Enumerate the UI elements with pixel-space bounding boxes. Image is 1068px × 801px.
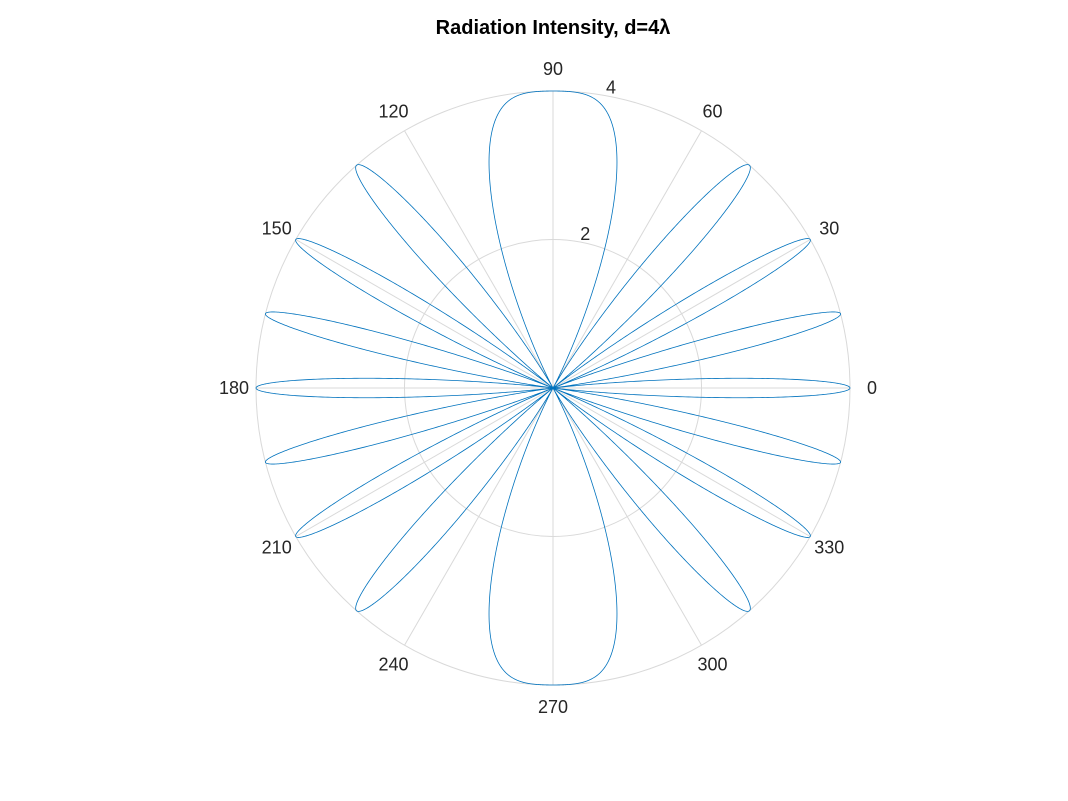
angle-tick-label-120: 120 xyxy=(378,102,408,122)
radial-tick-label-2: 2 xyxy=(580,224,590,244)
angle-tick-label-240: 240 xyxy=(378,654,408,674)
grid-spoke-30 xyxy=(552,239,811,389)
angle-tick-label-90: 90 xyxy=(543,59,563,79)
angle-tick-labels: 0 30 60 90 120 150 180 210 240 270 300 330 xyxy=(219,59,877,717)
angle-tick-label-180: 180 xyxy=(219,378,249,398)
angle-tick-label-300: 300 xyxy=(697,654,727,674)
grid-spoke-210 xyxy=(295,387,554,537)
grid-spoke-120 xyxy=(404,130,554,389)
radial-tick-label-4: 4 xyxy=(606,78,616,98)
grid-spoke-300 xyxy=(552,387,702,646)
angle-tick-label-30: 30 xyxy=(819,219,839,239)
polar-grid-spokes xyxy=(256,91,850,685)
angle-tick-label-270: 270 xyxy=(538,697,568,717)
angle-tick-label-60: 60 xyxy=(702,102,722,122)
grid-spoke-150 xyxy=(295,239,554,389)
grid-spoke-60 xyxy=(552,130,702,389)
angle-tick-label-330: 330 xyxy=(814,538,844,558)
angle-tick-label-210: 210 xyxy=(262,538,292,558)
series-line-0 xyxy=(255,90,851,686)
angle-tick-label-150: 150 xyxy=(262,219,292,239)
chart-title: Radiation Intensity, d=4λ xyxy=(436,17,671,39)
grid-spoke-330 xyxy=(552,387,811,537)
grid-spoke-240 xyxy=(404,387,554,646)
series-layer xyxy=(255,90,851,686)
radial-tick-labels: 24 xyxy=(580,78,616,244)
angle-tick-label-0: 0 xyxy=(867,378,877,398)
